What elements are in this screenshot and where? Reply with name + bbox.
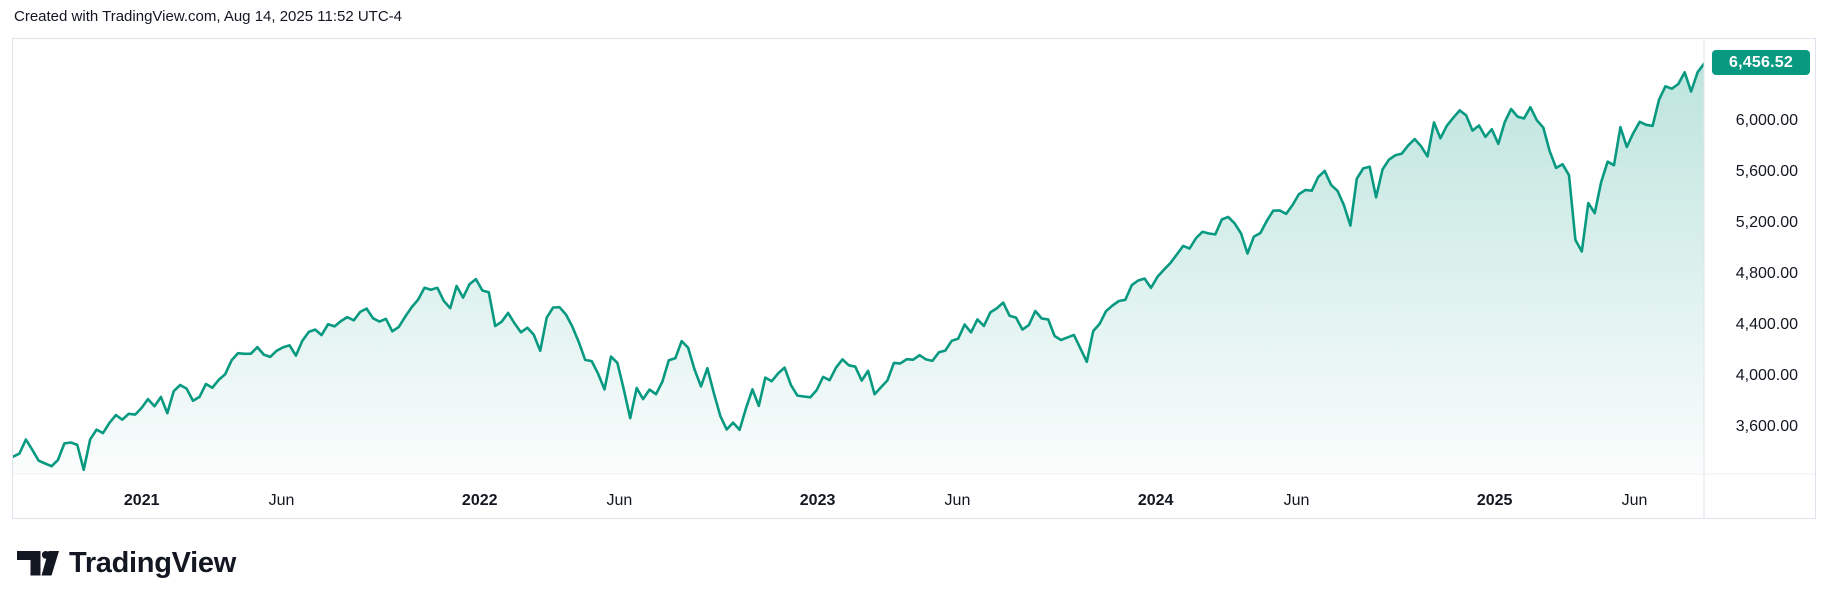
y-axis-label: 6,000.00 — [1735, 111, 1798, 129]
x-axis-label: 2024 — [1137, 492, 1174, 509]
price-area-chart[interactable] — [13, 39, 1815, 518]
y-axis-label: 4,400.00 — [1735, 315, 1798, 333]
x-axis-label: Jun — [944, 492, 971, 509]
price-line — [13, 62, 1704, 472]
x-axis-label: Jun — [606, 492, 633, 509]
x-axis-label: 2025 — [1476, 492, 1513, 509]
tradingview-logo-icon — [17, 550, 59, 575]
y-axis-label: 5,200.00 — [1735, 213, 1798, 231]
x-axis-label: Jun — [1621, 492, 1648, 509]
attribution-text: Created with TradingView.com, Aug 14, 20… — [14, 8, 403, 25]
x-axis-label: 2022 — [461, 492, 498, 509]
area-fill — [13, 63, 1704, 474]
last-price-badge: 6,456.52 — [1712, 50, 1810, 76]
tradingview-brand-text: TradingView — [69, 547, 236, 579]
y-axis-label: 5,600.00 — [1735, 162, 1798, 180]
x-axis-label: Jun — [1283, 492, 1310, 509]
tradingview-brand[interactable]: TradingView — [17, 548, 236, 578]
y-axis-label: 3,600.00 — [1735, 417, 1798, 435]
x-axis-label: Jun — [268, 492, 295, 509]
x-axis-label: 2023 — [799, 492, 836, 509]
y-axis-label: 4,000.00 — [1735, 366, 1798, 384]
y-axis-label: 4,800.00 — [1735, 264, 1798, 282]
x-axis-label: 2021 — [123, 492, 160, 509]
chart-frame — [12, 38, 1816, 519]
